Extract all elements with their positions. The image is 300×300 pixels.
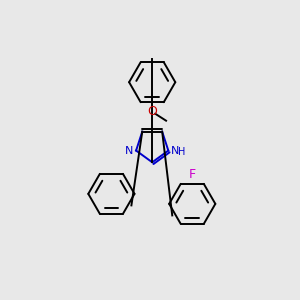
Text: O: O xyxy=(147,105,157,118)
Text: H: H xyxy=(178,147,186,157)
Text: N: N xyxy=(171,146,179,156)
Text: N: N xyxy=(125,146,134,156)
Text: F: F xyxy=(189,168,196,181)
